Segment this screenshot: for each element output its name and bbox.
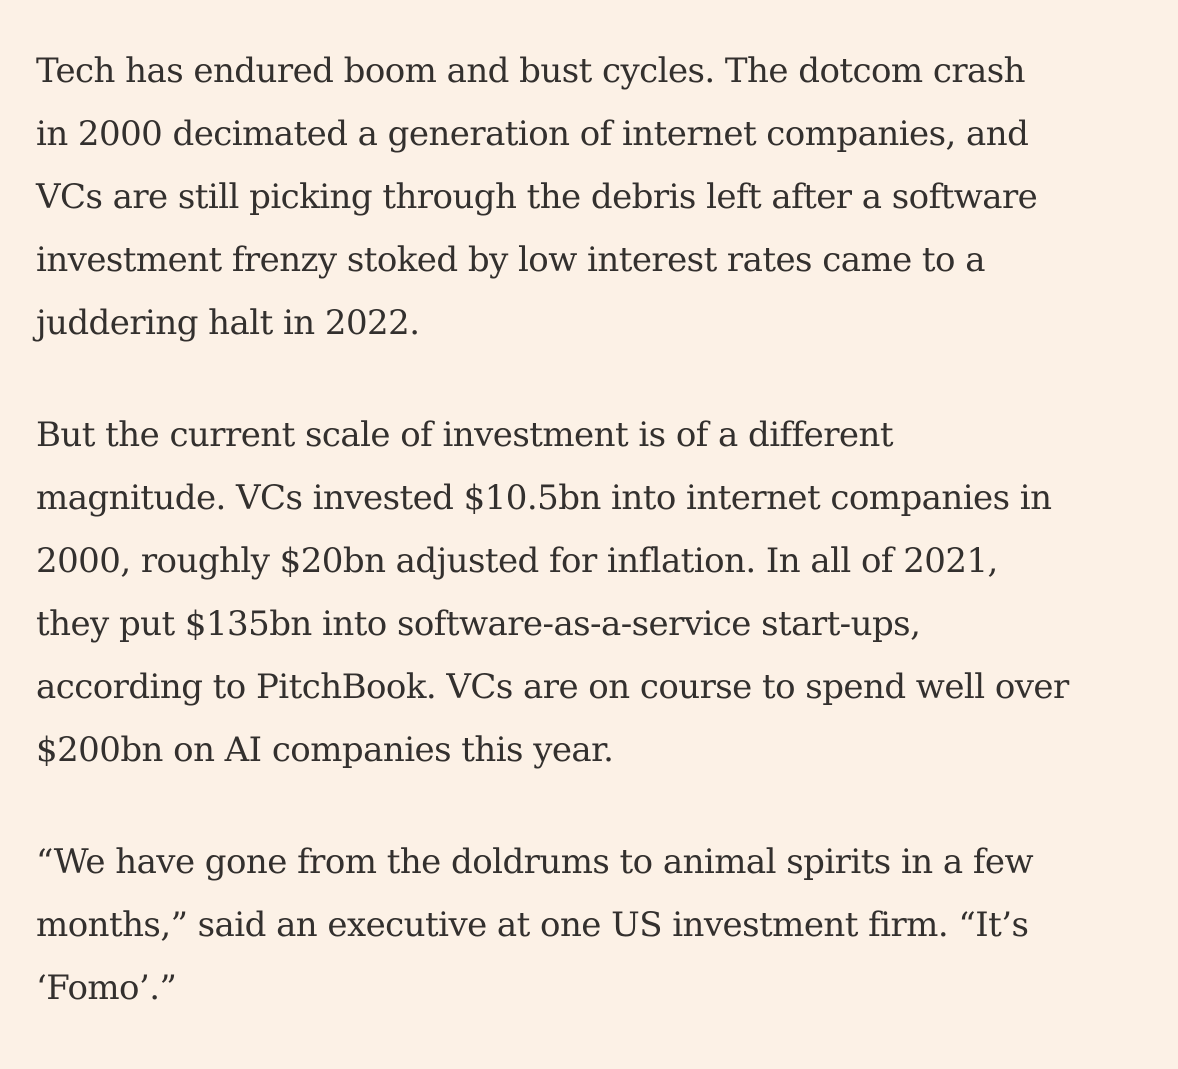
paragraph-line: magnitude. VCs invested $10.5bn into int…	[36, 478, 1052, 518]
paragraph-line: But the current scale of investment is o…	[36, 415, 893, 455]
paragraph-line: they put $135bn into software-as-a-servi…	[36, 604, 921, 644]
paragraph-boom-bust-cycles: Tech has endured boom and bust cycles. T…	[36, 40, 1146, 355]
paragraph-line: 2000, roughly $20bn adjusted for inflati…	[36, 541, 998, 581]
paragraph-line: according to PitchBook. VCs are on cours…	[36, 667, 1069, 707]
paragraph-line: in 2000 decimated a generation of intern…	[36, 114, 1029, 154]
paragraph-line: ‘Fomo’.”	[36, 968, 177, 1008]
paragraph-line: VCs are still picking through the debris…	[36, 177, 1038, 217]
paragraph-line: months,” said an executive at one US inv…	[36, 905, 1029, 945]
paragraph-investment-scale: But the current scale of investment is o…	[36, 404, 1146, 782]
paragraph-executive-quote: “We have gone from the doldrums to anima…	[36, 831, 1146, 1020]
paragraph-line: Tech has endured boom and bust cycles. T…	[36, 51, 1026, 91]
paragraph-line: investment frenzy stoked by low interest…	[36, 240, 986, 280]
article-body: Tech has endured boom and bust cycles. T…	[36, 40, 1146, 1069]
paragraph-line: $200bn on AI companies this year.	[36, 730, 614, 770]
paragraph-line: “We have gone from the doldrums to anima…	[36, 842, 1034, 882]
paragraph-line: juddering halt in 2022.	[36, 303, 420, 343]
